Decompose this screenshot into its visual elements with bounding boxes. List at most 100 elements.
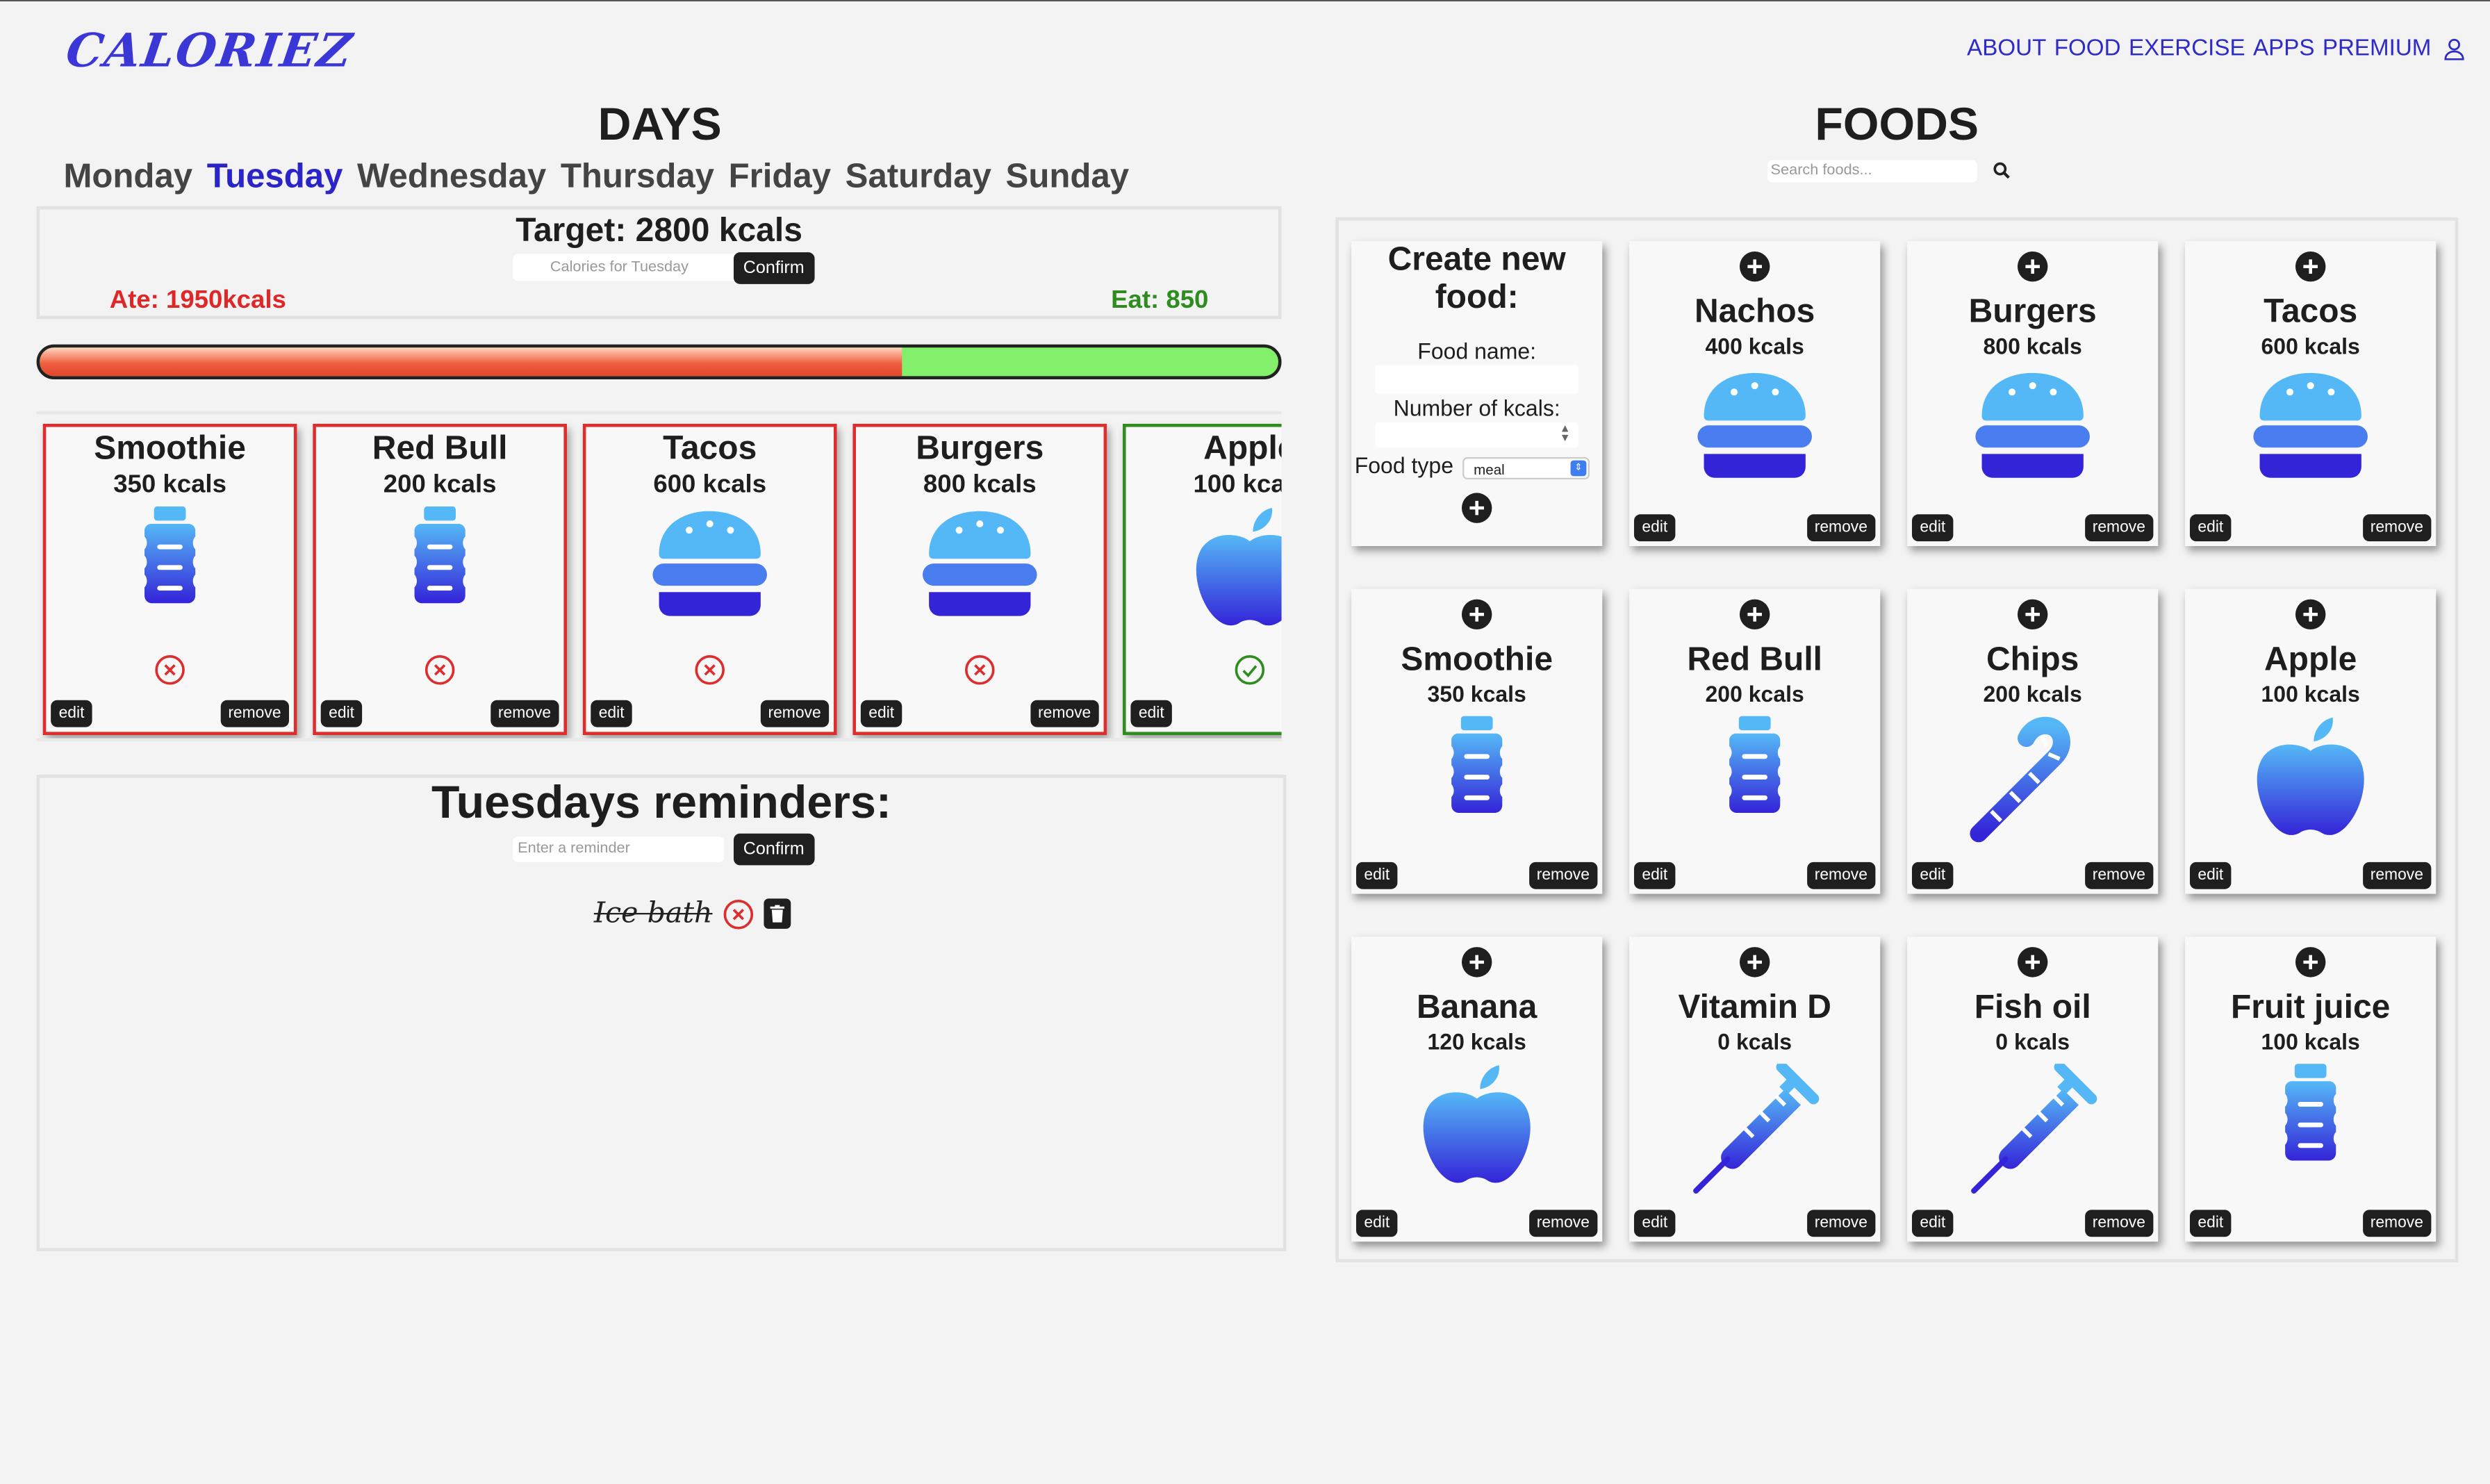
remove-button[interactable]: remove <box>2084 514 2154 542</box>
edit-button[interactable]: edit <box>1355 1210 1398 1237</box>
remove-button[interactable]: remove <box>1030 700 1099 727</box>
day-wednesday[interactable]: Wednesday <box>357 156 547 195</box>
food-card: Red Bull 200 kcals edit remove <box>1629 588 1881 894</box>
food-type-select[interactable]: meal ⇕ <box>1462 456 1590 479</box>
day-friday[interactable]: Friday <box>728 156 832 195</box>
edit-button[interactable]: edit <box>860 700 902 727</box>
food-icon-wrap <box>132 506 208 641</box>
food-name: Burgers <box>1968 293 2097 331</box>
edit-button[interactable]: edit <box>2189 514 2232 542</box>
add-icon[interactable] <box>1461 598 1493 630</box>
edit-button[interactable]: edit <box>1130 700 1173 727</box>
remove-button[interactable]: remove <box>760 700 830 727</box>
remove-button[interactable]: remove <box>2362 861 2432 889</box>
ate-total: Ate: 1950kcals <box>109 287 286 315</box>
eaten-food-card[interactable]: Smoothie 350 kcals edit remove <box>42 423 297 735</box>
nav-apps[interactable]: APPS <box>2253 36 2315 62</box>
remove-button[interactable]: remove <box>220 700 289 727</box>
food-kcals: 100 kcals <box>2261 681 2360 707</box>
edit-button[interactable]: edit <box>51 700 92 727</box>
food-name: Apple <box>1203 430 1281 467</box>
food-kcals: 0 kcals <box>1995 1028 2070 1055</box>
add-icon[interactable] <box>2017 251 2049 283</box>
remove-button[interactable]: remove <box>1528 861 1598 889</box>
day-thursday[interactable]: Thursday <box>560 156 715 195</box>
remove-button[interactable]: remove <box>1528 1210 1598 1237</box>
calories-input[interactable]: Calories for Tuesday▲▼ <box>513 254 761 281</box>
edit-button[interactable]: edit <box>1911 1210 1954 1237</box>
day-sunday[interactable]: Sunday <box>1005 156 1130 195</box>
add-icon[interactable] <box>2295 946 2327 978</box>
nav-food[interactable]: FOOD <box>2054 36 2121 62</box>
check-circle-icon <box>1235 655 1265 685</box>
remove-button[interactable]: remove <box>2084 861 2154 889</box>
remove-button[interactable]: remove <box>1806 514 1876 542</box>
eaten-food-card[interactable]: Burgers 800 kcals edit remove <box>852 423 1107 735</box>
add-icon[interactable] <box>1461 946 1493 978</box>
food-name-input[interactable] <box>1375 365 1578 394</box>
edit-button[interactable]: edit <box>1355 861 1398 889</box>
food-icon-wrap <box>1193 506 1282 641</box>
add-icon[interactable] <box>2295 251 2327 283</box>
eaten-food-card[interactable]: Red Bull 200 kcals edit remove <box>313 423 567 735</box>
add-icon[interactable] <box>1739 251 1771 283</box>
food-search-input[interactable]: Search foods... <box>1767 160 1977 183</box>
food-name: Apple <box>2264 641 2357 678</box>
reminder-input[interactable]: Enter a reminder <box>513 836 725 862</box>
edit-button[interactable]: edit <box>1911 861 1954 889</box>
add-icon[interactable] <box>1739 598 1771 630</box>
remove-button[interactable]: remove <box>490 700 559 727</box>
add-icon[interactable] <box>2295 598 2327 630</box>
reminder-item: Ice bath <box>594 897 791 930</box>
add-icon[interactable] <box>2017 946 2049 978</box>
edit-button[interactable]: edit <box>320 700 363 727</box>
eaten-foods-strip[interactable]: Smoothie 350 kcals edit remove Red Bull 200 k… <box>36 411 1282 742</box>
food-icon-wrap <box>921 506 1039 625</box>
food-name: Tacos <box>2264 293 2358 331</box>
edit-button[interactable]: edit <box>1911 514 1954 542</box>
food-name: Red Bull <box>372 430 508 467</box>
remove-button[interactable]: remove <box>2362 1210 2432 1237</box>
progress-eaten <box>40 347 902 377</box>
eaten-food-card[interactable]: Tacos 600 kcals edit remove <box>582 423 837 735</box>
add-icon[interactable] <box>1739 946 1771 978</box>
remove-button[interactable]: remove <box>1806 1210 1876 1237</box>
trash-icon[interactable] <box>763 898 791 929</box>
nav-premium[interactable]: PREMIUM <box>2322 36 2432 62</box>
edit-button[interactable]: edit <box>2189 861 2232 889</box>
stepper-icon[interactable]: ▲▼ <box>1559 423 1571 445</box>
nav-about[interactable]: ABOUT <box>1967 36 2047 62</box>
kcal-input[interactable]: ▲ ▼ <box>1375 422 1578 448</box>
apple-icon <box>1423 1065 1531 1183</box>
day-saturday[interactable]: Saturday <box>845 156 991 195</box>
user-icon[interactable] <box>2444 38 2465 60</box>
close-circle-icon[interactable] <box>722 898 754 930</box>
search-icon[interactable] <box>1993 162 2011 179</box>
confirm-reminder-button[interactable]: Confirm <box>733 833 814 866</box>
food-card: Apple 100 kcals edit remove <box>2185 588 2437 894</box>
add-icon[interactable] <box>2017 598 2049 630</box>
day-tuesday[interactable]: Tuesday <box>206 156 343 195</box>
edit-button[interactable]: edit <box>1633 514 1676 542</box>
food-card: Fruit juice 100 kcals edit remove <box>2185 937 2437 1242</box>
food-type-label: Food type <box>1354 452 1454 478</box>
remove-button[interactable]: remove <box>2362 514 2432 542</box>
nav-exercise[interactable]: EXERCISE <box>2128 36 2245 62</box>
food-icon-wrap <box>2252 368 2369 487</box>
day-monday[interactable]: Monday <box>63 156 193 195</box>
edit-button[interactable]: edit <box>591 700 632 727</box>
edit-button[interactable]: edit <box>1633 861 1676 889</box>
reminder-text[interactable]: Ice bath <box>593 897 713 931</box>
add-food-icon[interactable] <box>1461 492 1493 524</box>
confirm-target-button[interactable]: Confirm <box>733 252 814 284</box>
burger-icon <box>652 511 767 616</box>
remove-button[interactable]: remove <box>1806 861 1876 889</box>
food-kcals: 200 kcals <box>1705 681 1804 707</box>
top-nav: ABOUT FOOD EXERCISE APPS PREMIUM <box>1967 36 2464 62</box>
food-name: Fruit juice <box>2230 989 2391 1026</box>
edit-button[interactable]: edit <box>2189 1210 2232 1237</box>
app-logo[interactable]: CALORIEZ <box>63 23 357 78</box>
remove-button[interactable]: remove <box>2084 1210 2154 1237</box>
edit-button[interactable]: edit <box>1633 1210 1676 1237</box>
